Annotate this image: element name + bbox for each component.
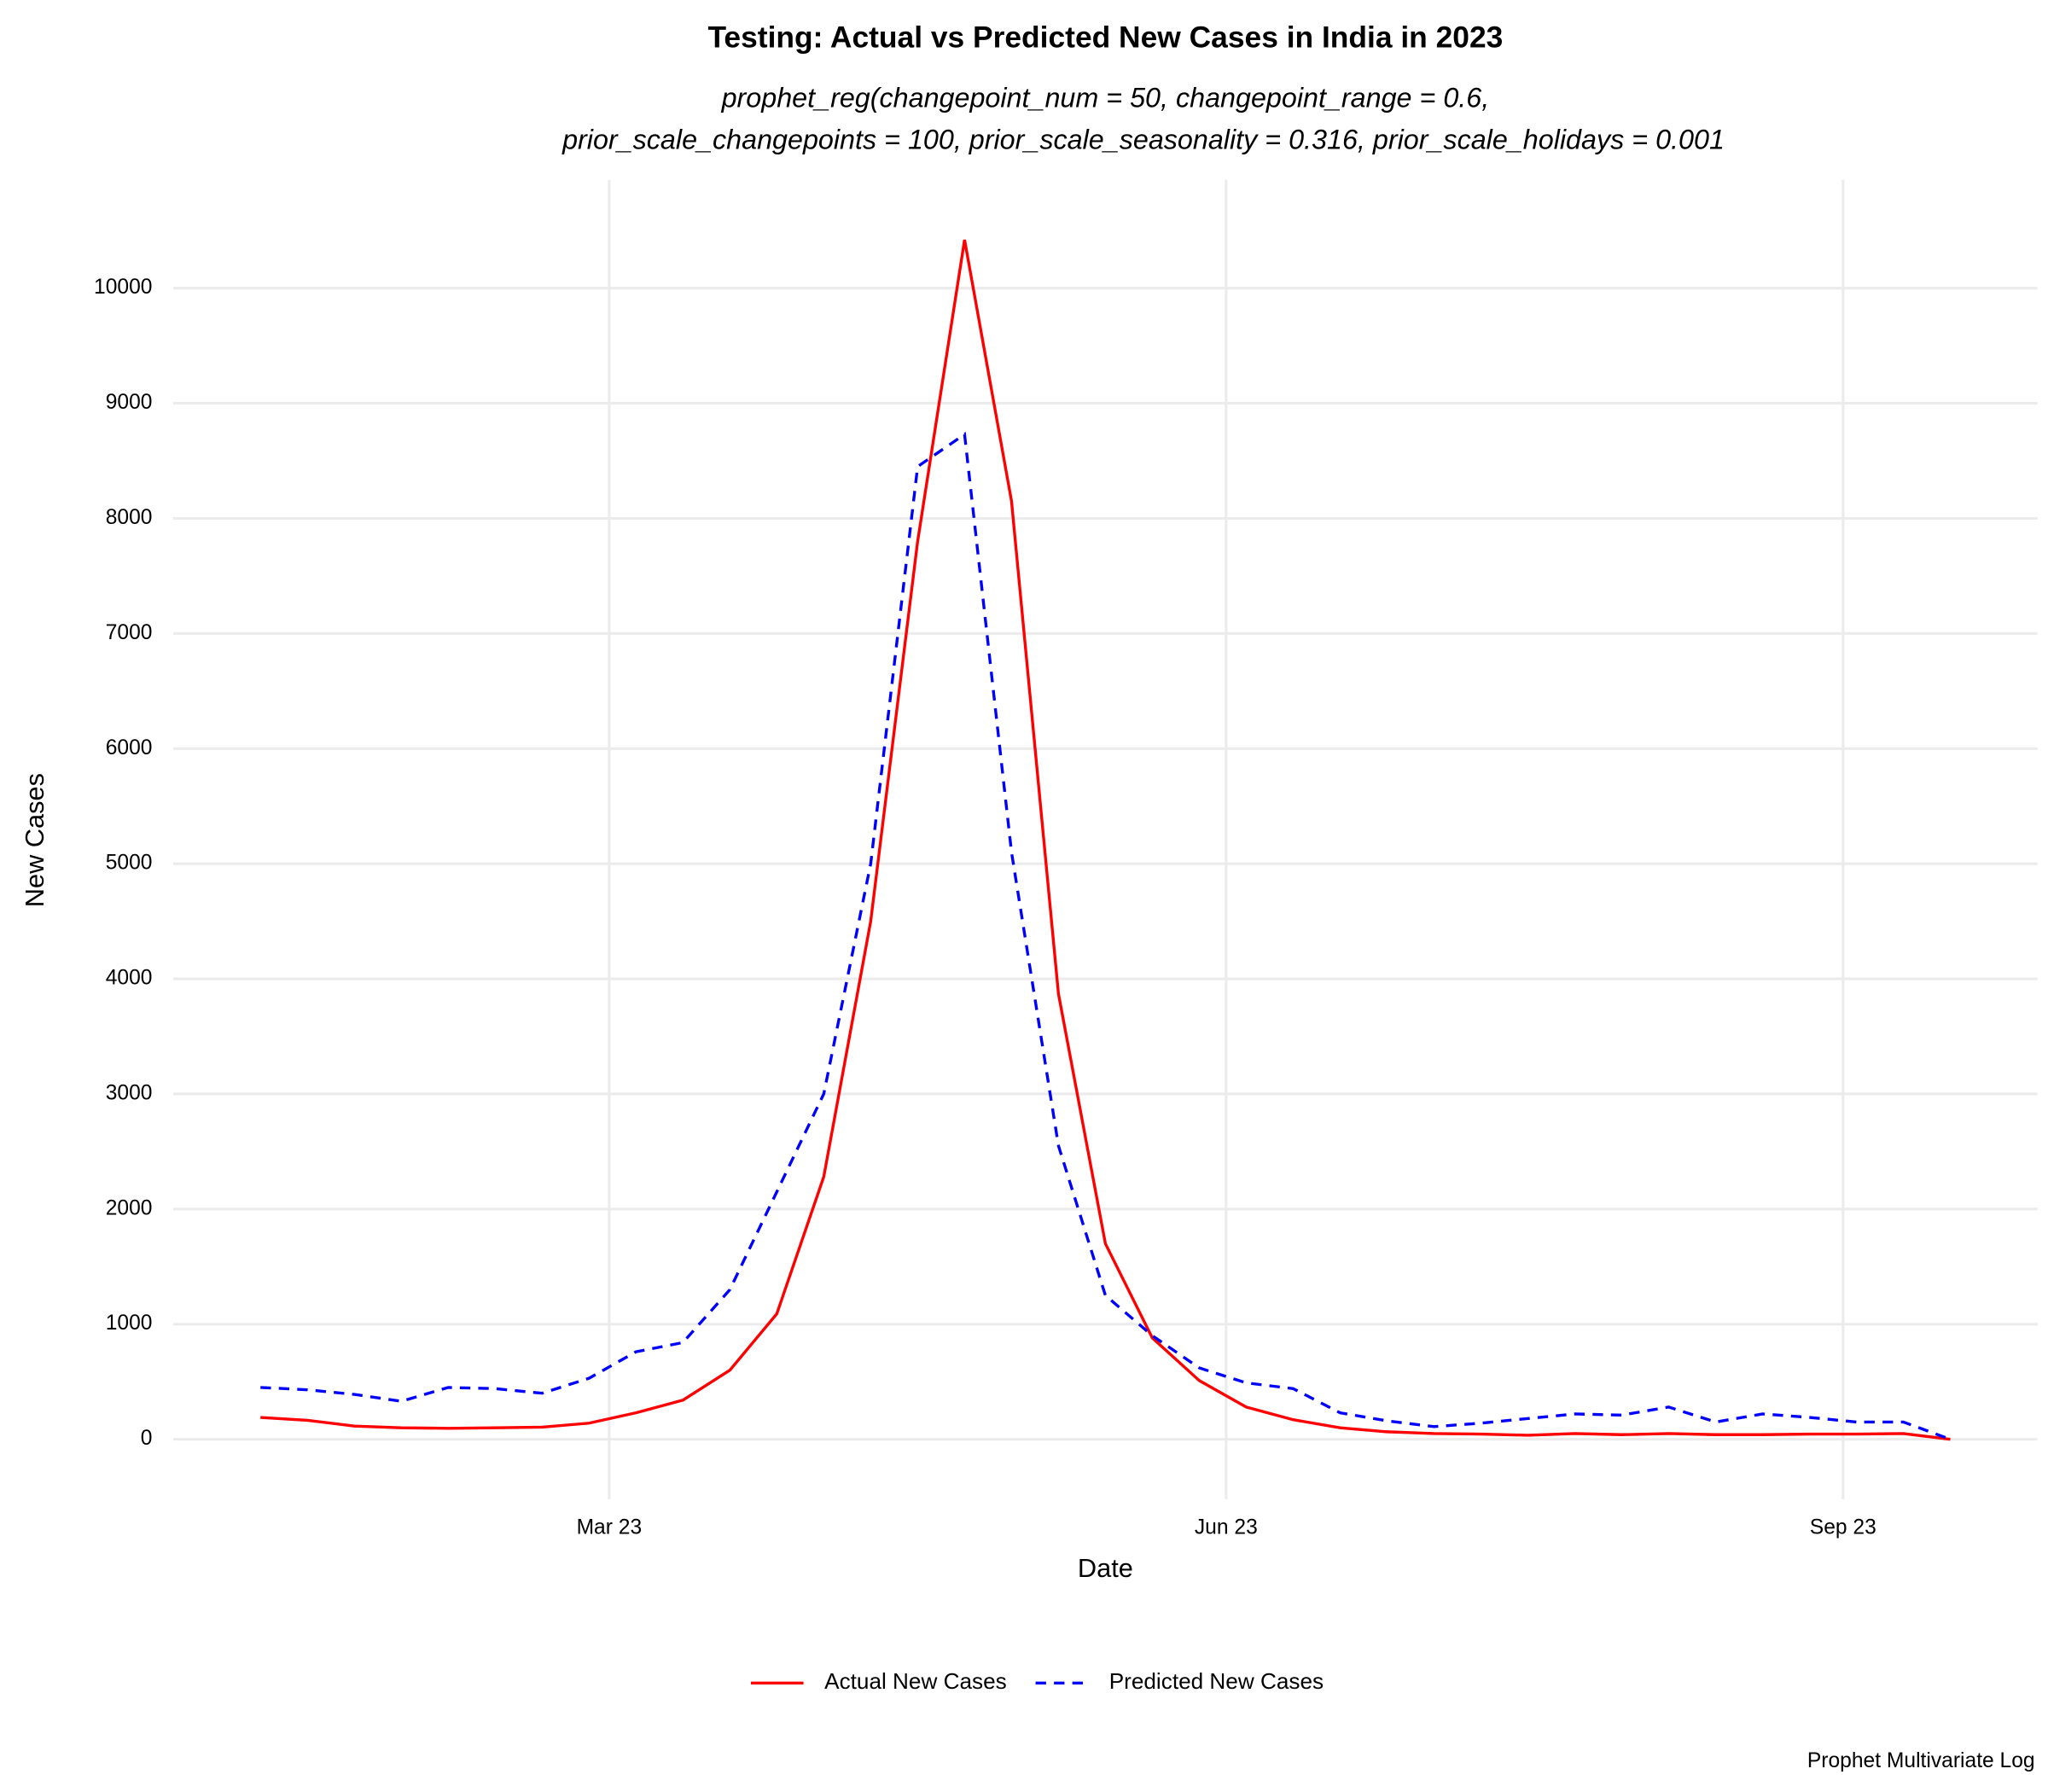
x-tick-label: Jun 23 [1195, 1516, 1258, 1539]
y-tick-label: 7000 [106, 621, 153, 644]
y-tick-label: 6000 [106, 736, 153, 759]
y-tick-label: 5000 [106, 852, 153, 875]
legend-label: Actual New Cases [824, 1668, 1007, 1694]
legend-label: Predicted New Cases [1109, 1668, 1324, 1694]
y-tick-label: 0 [141, 1427, 153, 1450]
line-series [260, 432, 1952, 1441]
chart-subtitle: prior_scale_changepoints = 100, prior_sc… [561, 125, 1725, 155]
x-tick-label: Mar 23 [577, 1516, 643, 1539]
x-axis-title: Date [1078, 1553, 1133, 1583]
y-tick-label: 3000 [106, 1081, 153, 1104]
y-tick-label: 10000 [94, 276, 152, 299]
y-tick-label: 1000 [106, 1312, 153, 1335]
y-axis-title: New Cases [20, 773, 49, 907]
x-tick-label: Sep 23 [1810, 1516, 1876, 1539]
caption: Prophet Multivariate Log [1807, 1749, 2035, 1772]
chart-title: Testing: Actual vs Predicted New Cases i… [707, 20, 1503, 54]
y-tick-label: 4000 [106, 967, 153, 990]
y-tick-label: 9000 [106, 391, 153, 414]
y-tick-label: 8000 [106, 506, 153, 529]
chart-subtitle: prophet_reg(changepoint_num = 50, change… [721, 82, 1490, 113]
y-tick-label: 2000 [106, 1196, 153, 1219]
line-series [260, 239, 1951, 1441]
